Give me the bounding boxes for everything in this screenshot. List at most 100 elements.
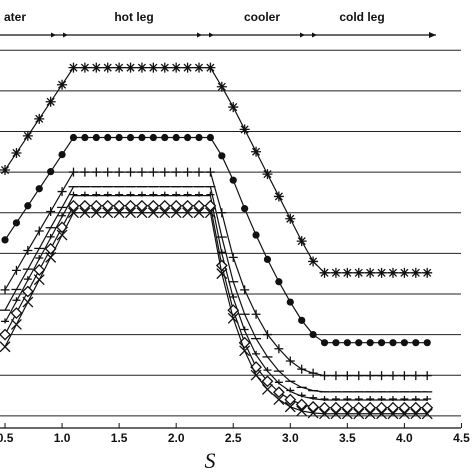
marker [172,133,180,142]
marker [411,395,420,401]
marker [307,400,320,413]
marker [240,326,249,332]
marker [366,339,374,347]
marker [341,408,353,420]
marker [250,369,262,381]
marker [273,394,285,406]
marker [239,124,250,135]
x-tick-label: 1.0 [54,431,71,445]
marker [218,152,226,160]
x-tick-label: 2.5 [225,431,242,445]
marker [228,102,239,113]
marker [377,339,386,347]
marker [298,316,306,324]
series-line [4,195,428,401]
marker [274,379,283,385]
marker [45,251,57,263]
marker [330,401,342,414]
marker [33,274,45,286]
marker [387,408,399,420]
marker [286,298,294,306]
marker [352,401,365,414]
marker [320,395,329,401]
marker [69,133,78,142]
x-tick-label: 0.5 [0,431,14,445]
marker [193,199,205,212]
marker [410,267,421,278]
marker [343,395,352,401]
marker [114,167,124,177]
marker [422,267,433,278]
marker [389,339,397,347]
marker [273,191,284,202]
marker [275,278,283,286]
marker [101,199,114,212]
marker [113,207,125,219]
marker [79,207,91,219]
marker [170,199,183,212]
marker [58,212,67,218]
marker [0,285,10,295]
series-line [4,212,428,415]
marker [423,339,431,347]
marker [148,62,159,73]
section-label: cooler [244,10,280,24]
marker [69,191,78,197]
marker [206,133,215,142]
marker [421,401,434,414]
marker [342,267,353,278]
marker [375,401,388,414]
marker [126,133,135,142]
marker [319,408,330,420]
marker [181,199,194,212]
marker [309,394,318,400]
marker [330,267,341,278]
marker [147,207,159,219]
marker [216,81,227,92]
marker [241,205,249,213]
marker [115,133,123,142]
marker [331,395,340,401]
marker [240,285,250,295]
marker [0,328,11,341]
marker [90,199,103,212]
marker [0,165,11,176]
marker [81,133,89,142]
marker [171,62,182,73]
marker [318,401,331,414]
marker [158,199,171,212]
marker [332,339,340,347]
marker [194,167,204,177]
marker [147,199,160,212]
marker [388,395,397,401]
marker [58,150,66,159]
marker [307,407,319,419]
x-tick-label: 2.0 [168,431,185,445]
marker [251,309,261,319]
marker [387,267,398,278]
section-label: ater [4,10,26,24]
marker [297,364,307,374]
marker [204,207,216,219]
marker [296,405,308,417]
marker [262,383,273,395]
marker [398,401,411,414]
marker [35,255,44,260]
marker [23,245,33,255]
marker [0,341,11,353]
marker [92,133,100,142]
x-axis-label: S [205,448,216,473]
marker [377,395,386,401]
marker [1,236,9,244]
marker [320,339,329,347]
marker [364,401,377,414]
marker [22,130,33,141]
marker [159,62,170,73]
marker [274,344,284,354]
marker [284,393,297,406]
marker [67,199,80,212]
marker [341,401,354,414]
marker [35,185,43,193]
